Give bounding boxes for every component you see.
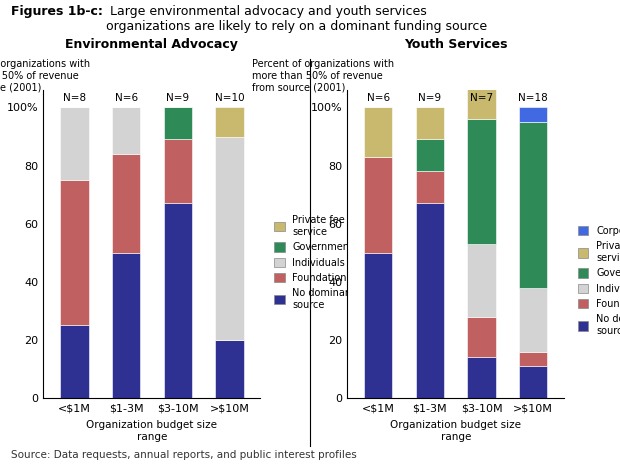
Bar bbox=[467, 244, 496, 317]
Text: Large environmental advocacy and youth services
organizations are likely to rely: Large environmental advocacy and youth s… bbox=[106, 5, 487, 33]
Text: N=6: N=6 bbox=[366, 93, 390, 103]
Bar bbox=[415, 203, 444, 398]
Legend: Private fee for
service, Government, Individuals, Foundation, No dominant
source: Private fee for service, Government, Ind… bbox=[274, 215, 361, 310]
Bar bbox=[364, 108, 392, 157]
X-axis label: Organization budget size
range: Organization budget size range bbox=[86, 420, 218, 442]
Text: N=10: N=10 bbox=[215, 93, 244, 103]
Bar bbox=[60, 108, 89, 180]
Bar bbox=[215, 137, 244, 340]
Bar bbox=[519, 352, 547, 366]
Text: Percent of organizations with
more than 50% of revenue
from source (2001): Percent of organizations with more than … bbox=[0, 59, 90, 92]
Bar bbox=[60, 326, 89, 398]
Bar bbox=[112, 108, 140, 154]
Bar bbox=[60, 180, 89, 326]
Bar bbox=[364, 253, 392, 398]
X-axis label: Organization budget size
range: Organization budget size range bbox=[390, 420, 521, 442]
Title: Youth Services: Youth Services bbox=[404, 38, 507, 51]
Bar bbox=[519, 366, 547, 398]
Bar bbox=[415, 172, 444, 203]
Text: N=7: N=7 bbox=[470, 93, 493, 103]
Bar bbox=[519, 122, 547, 288]
Bar bbox=[415, 108, 444, 139]
Bar bbox=[164, 139, 192, 203]
Bar bbox=[467, 78, 496, 119]
Text: N=9: N=9 bbox=[418, 93, 441, 103]
Text: Figures 1b-c:: Figures 1b-c: bbox=[11, 5, 103, 18]
Bar bbox=[164, 203, 192, 398]
Bar bbox=[215, 340, 244, 398]
Text: N=8: N=8 bbox=[63, 93, 86, 103]
Bar bbox=[519, 288, 547, 352]
Bar bbox=[415, 139, 444, 172]
Text: Percent of organizations with
more than 50% of revenue
from source (2001): Percent of organizations with more than … bbox=[252, 59, 394, 92]
Bar bbox=[467, 357, 496, 398]
Bar bbox=[519, 108, 547, 122]
Text: N=9: N=9 bbox=[166, 93, 189, 103]
Text: N=6: N=6 bbox=[115, 93, 138, 103]
Bar bbox=[215, 108, 244, 137]
Bar bbox=[164, 108, 192, 139]
Legend: Corporate, Private fee for
service, Government, Individuals, Foundation, No domi: Corporate, Private fee for service, Gove… bbox=[578, 226, 620, 336]
Bar bbox=[467, 317, 496, 357]
Bar bbox=[112, 154, 140, 253]
Text: Source: Data requests, annual reports, and public interest profiles: Source: Data requests, annual reports, a… bbox=[11, 450, 357, 460]
Bar bbox=[467, 119, 496, 244]
Text: N=18: N=18 bbox=[518, 93, 548, 103]
Bar bbox=[112, 253, 140, 398]
Title: Environmental Advocacy: Environmental Advocacy bbox=[66, 38, 238, 51]
Bar bbox=[364, 157, 392, 253]
